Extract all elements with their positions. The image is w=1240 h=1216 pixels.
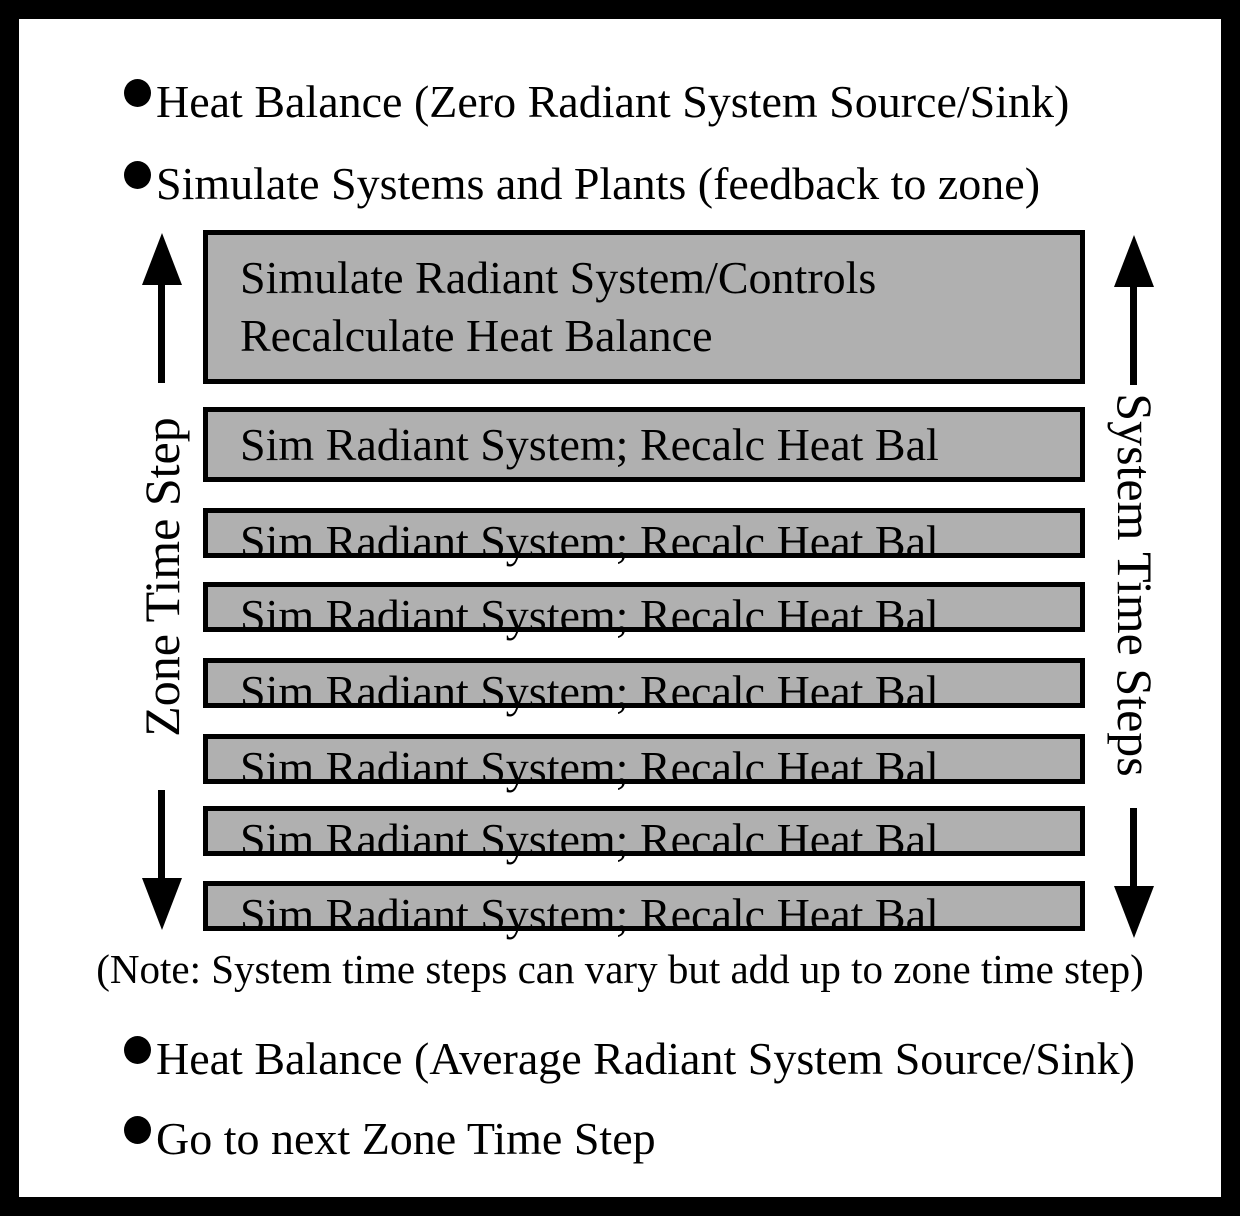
bullet-icon bbox=[124, 1116, 151, 1144]
down-arrow-icon bbox=[1114, 886, 1154, 938]
sim-step-box: Sim Radiant System; Recalc Heat Bal bbox=[203, 881, 1085, 940]
sim-step-box: Sim Radiant System; Recalc Heat Bal bbox=[203, 658, 1085, 717]
up-arrow-shaft bbox=[1130, 281, 1137, 385]
bullet-icon bbox=[124, 1036, 151, 1064]
bullet-label: Heat Balance (Zero Radiant System Source… bbox=[156, 76, 1070, 127]
sim-step-box: Sim Radiant System; Recalc Heat Bal bbox=[203, 582, 1085, 641]
up-arrow-shaft bbox=[158, 279, 165, 383]
up-arrow-icon bbox=[142, 233, 182, 285]
bullet-icon bbox=[124, 161, 151, 189]
bullet-item: Heat Balance (Average Radiant System Sou… bbox=[124, 1033, 1135, 1085]
bullet-label: Heat Balance (Average Radiant System Sou… bbox=[156, 1033, 1135, 1084]
main-process-box-line1: Simulate Radiant System/Controls bbox=[240, 252, 877, 303]
note-text: (Note: System time steps can vary but ad… bbox=[96, 946, 1144, 992]
down-arrow-shaft bbox=[158, 790, 165, 880]
sim-step-box: Sim Radiant System; Recalc Heat Bal bbox=[203, 407, 1085, 482]
down-arrow-shaft bbox=[1130, 808, 1137, 888]
bullet-label: Go to next Zone Time Step bbox=[156, 1113, 656, 1164]
bullet-item: Heat Balance (Zero Radiant System Source… bbox=[124, 76, 1069, 128]
sim-step-box: Sim Radiant System; Recalc Heat Bal bbox=[203, 806, 1085, 865]
bullet-icon bbox=[124, 79, 151, 107]
bullet-item: Go to next Zone Time Step bbox=[124, 1113, 656, 1165]
down-arrow-icon bbox=[142, 878, 182, 930]
bullet-label: Simulate Systems and Plants (feedback to… bbox=[156, 158, 1041, 209]
sim-step-box: Sim Radiant System; Recalc Heat Bal bbox=[203, 508, 1085, 567]
bullet-item: Simulate Systems and Plants (feedback to… bbox=[124, 158, 1040, 210]
main-process-box-line2: Recalculate Heat Balance bbox=[240, 310, 713, 361]
main-process-box: Simulate Radiant System/Controls Recalcu… bbox=[203, 230, 1085, 384]
up-arrow-icon bbox=[1114, 235, 1154, 287]
sim-step-box: Sim Radiant System; Recalc Heat Bal bbox=[203, 734, 1085, 793]
